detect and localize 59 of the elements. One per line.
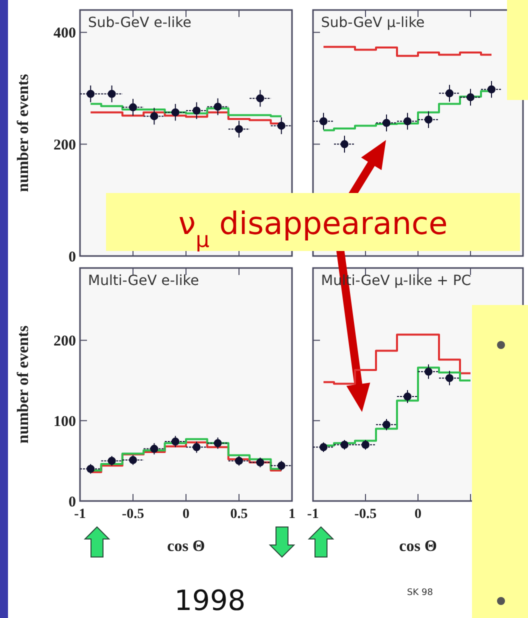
point (466, 93, 474, 102)
point (382, 420, 390, 429)
point (424, 116, 432, 124)
point (150, 112, 158, 120)
point (404, 392, 412, 401)
point (108, 456, 116, 465)
chart-title: Sub-GeV e-like (88, 15, 192, 31)
x-axis-title: cos Θ (167, 538, 205, 555)
x-tick-label: -0.5 (122, 507, 144, 522)
point (192, 443, 201, 452)
point (214, 102, 222, 111)
point (320, 443, 328, 452)
x-tick-label: 1 (288, 507, 296, 522)
point (382, 118, 390, 127)
x-tick-label: -0.5 (354, 507, 377, 522)
y-tick-label: 200 (54, 137, 76, 154)
annotation: ν$_{μ}$ disappearance (178, 206, 448, 252)
point (86, 464, 95, 473)
point (320, 117, 328, 126)
y-tick-label: 200 (54, 334, 76, 350)
point (277, 122, 286, 130)
point (362, 440, 370, 449)
x-tick-label: -1 (307, 507, 319, 522)
x-tick-label: 0 (182, 507, 190, 522)
point (277, 462, 286, 470)
point (446, 374, 454, 382)
x-tick-label: 0.5 (230, 507, 248, 522)
chart-title: Multi-GeV e-like (88, 273, 199, 289)
point (340, 140, 348, 148)
point (129, 456, 137, 464)
x-axis-title: cos Θ (399, 538, 437, 555)
y-tick-label: 0 (68, 249, 76, 266)
y-tick-label: 400 (54, 26, 76, 42)
point (256, 94, 264, 102)
point (488, 85, 496, 94)
point (192, 106, 201, 115)
point (446, 89, 454, 98)
point (404, 117, 412, 126)
point (171, 108, 180, 116)
y-axis-title: number of events (15, 74, 32, 192)
point (150, 444, 158, 453)
point (214, 439, 222, 448)
point (86, 90, 95, 98)
point (171, 438, 180, 446)
text: 1998 (174, 584, 246, 617)
point (129, 103, 137, 112)
chart-title: Sub-GeV μ-like (321, 15, 425, 31)
y-axis-title: number of events (15, 326, 32, 444)
point (340, 440, 348, 449)
y-tick-label: 0 (68, 494, 76, 510)
point (235, 125, 243, 134)
point (424, 368, 432, 376)
text: SK 98 (407, 588, 434, 598)
y-tick-label: 100 (54, 414, 76, 430)
x-tick-label: 0 (414, 507, 422, 522)
point (108, 90, 116, 98)
x-tick-label: -1 (74, 507, 86, 522)
point (256, 458, 264, 466)
point (235, 456, 243, 465)
